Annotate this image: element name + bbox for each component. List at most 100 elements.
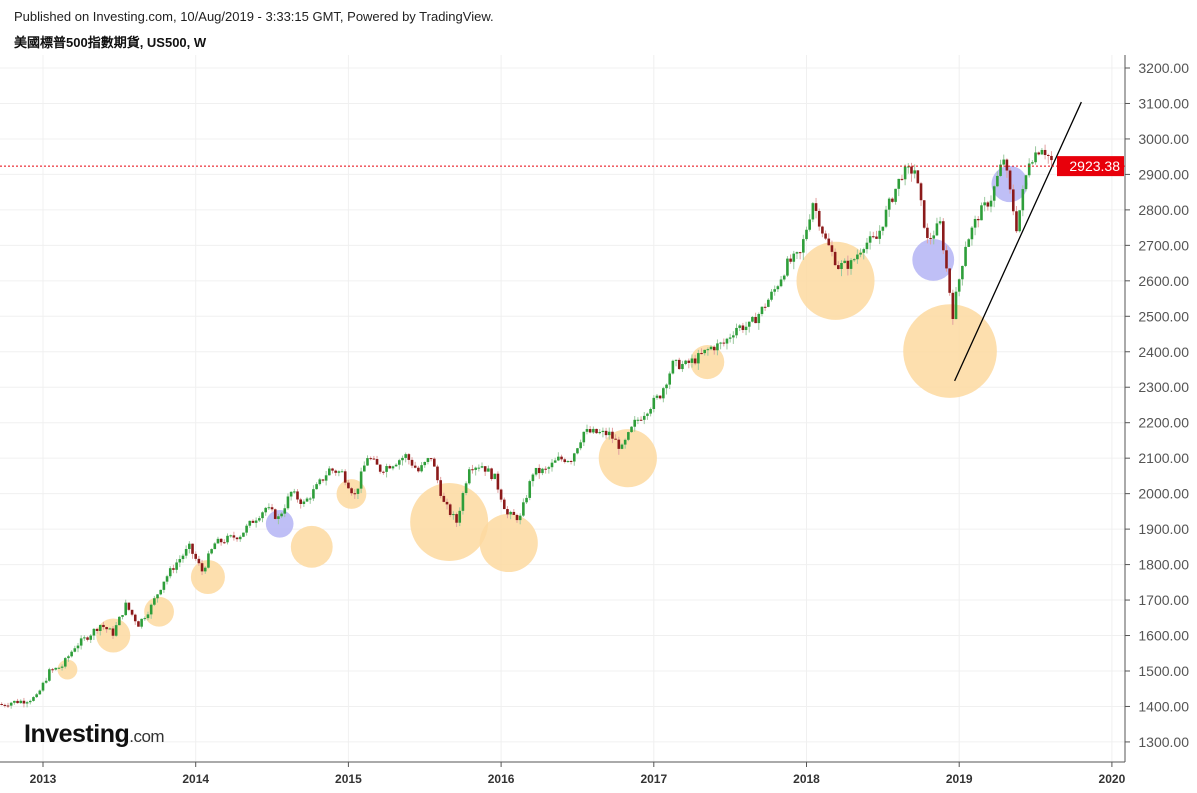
candle-body	[541, 468, 544, 474]
candle-body	[378, 464, 382, 472]
candle-body	[483, 466, 487, 472]
candle-body	[862, 249, 866, 253]
candle-body	[725, 338, 729, 344]
candle-body	[426, 458, 430, 462]
candle-body	[976, 218, 980, 221]
candle-body	[840, 262, 843, 269]
candle-body	[693, 358, 697, 364]
candle-body	[830, 245, 834, 252]
candle-body	[156, 594, 159, 599]
candle-body	[639, 419, 643, 421]
candle-body	[410, 459, 414, 466]
candle-body	[973, 218, 977, 228]
y-tick-label: 2100.00	[1138, 450, 1189, 466]
y-tick-label: 1500.00	[1138, 663, 1189, 679]
candle-body	[948, 268, 951, 293]
candle-body	[954, 291, 958, 320]
candle-body	[617, 439, 621, 449]
candle-body	[493, 473, 497, 480]
candle-body	[996, 175, 999, 187]
candle-body	[318, 479, 322, 485]
candle-body	[391, 466, 395, 469]
highlight-circle	[57, 659, 78, 680]
candle-body	[913, 170, 916, 174]
candle-body	[760, 306, 764, 315]
candle-body	[932, 235, 936, 239]
candle-body	[248, 520, 252, 526]
candle-body	[137, 621, 140, 627]
candle-body	[51, 669, 54, 671]
candle-body	[102, 624, 105, 628]
highlight-circle	[144, 596, 174, 627]
candle-body	[623, 439, 627, 445]
candle-body	[203, 567, 207, 572]
candle-body	[922, 200, 926, 228]
candle-body	[417, 467, 420, 472]
candle-body	[442, 495, 446, 502]
candle-body	[614, 438, 617, 440]
candle-body	[258, 518, 261, 521]
candle-body	[891, 198, 894, 202]
candle-body	[665, 384, 668, 389]
candle-body	[658, 395, 662, 399]
candle-body	[935, 223, 939, 236]
y-tick-label: 2800.00	[1138, 202, 1189, 218]
candle-body	[283, 508, 287, 514]
candle-body	[579, 442, 582, 449]
candle-body	[343, 471, 347, 483]
candle-body	[868, 236, 872, 243]
candle-body	[105, 627, 108, 630]
highlight-circle	[290, 525, 333, 568]
candle-body	[432, 458, 436, 467]
candle-body	[1046, 154, 1050, 156]
y-tick-label: 2400.00	[1138, 344, 1189, 360]
candle-body	[28, 700, 32, 703]
candle-body	[461, 493, 465, 511]
candle-body	[1021, 189, 1025, 211]
candle-body	[353, 493, 357, 495]
candle-body	[60, 666, 64, 668]
candle-body	[802, 239, 805, 253]
candle-body	[668, 373, 672, 385]
candle-body	[910, 166, 913, 174]
candle-body	[1050, 155, 1053, 161]
candle-body	[35, 694, 38, 698]
candle-body	[897, 178, 901, 189]
candle-body	[735, 327, 738, 336]
candle-body	[522, 502, 525, 516]
candle-body	[751, 316, 754, 322]
candle-body	[620, 444, 624, 449]
candle-body	[970, 227, 974, 240]
candle-body	[363, 465, 366, 472]
last-price-badge	[1057, 156, 1124, 177]
candle-body	[334, 470, 337, 473]
candle-body	[502, 499, 506, 510]
candle-body	[1011, 189, 1015, 212]
candle-body	[76, 645, 80, 649]
candle-body	[655, 395, 659, 398]
candle-body	[32, 697, 35, 701]
candle-body	[779, 279, 783, 287]
y-tick-label: 1600.00	[1138, 628, 1189, 644]
candle-body	[872, 236, 875, 238]
candle-body	[607, 431, 611, 436]
highlight-circle	[903, 304, 997, 398]
highlight-circle	[912, 238, 955, 281]
candle-body	[792, 253, 796, 262]
candle-body	[207, 553, 210, 568]
candle-body	[846, 260, 850, 269]
candle-body	[557, 456, 560, 461]
y-tick-label: 3200.00	[1138, 60, 1189, 76]
candle-body	[398, 460, 401, 465]
logo-suffix: .com	[129, 727, 165, 746]
candle-body	[598, 431, 602, 434]
candle-body	[592, 428, 595, 433]
candle-body	[1040, 149, 1044, 155]
candle-body	[531, 474, 535, 482]
candle-body	[267, 507, 271, 509]
candle-body	[413, 465, 417, 468]
candle-body	[499, 489, 503, 500]
candle-body	[633, 419, 637, 427]
candle-body	[814, 203, 818, 211]
